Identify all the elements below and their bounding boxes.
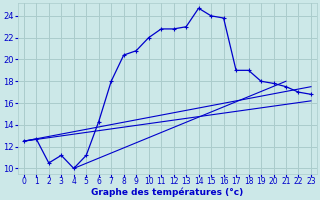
X-axis label: Graphe des températures (°c): Graphe des températures (°c)	[91, 188, 244, 197]
